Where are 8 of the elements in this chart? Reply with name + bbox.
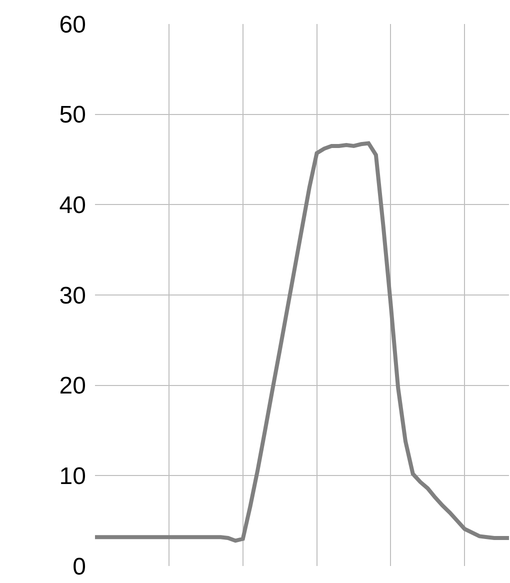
y-tick-label: 0 <box>72 553 86 580</box>
y-tick-label: 20 <box>59 372 86 400</box>
y-tick-label: 30 <box>59 282 86 310</box>
y-tick-label: 10 <box>59 463 86 490</box>
y-tick-label: 40 <box>59 192 86 220</box>
y-tick-label: 60 <box>59 11 86 38</box>
y-tick-label: 50 <box>59 102 86 129</box>
line-series <box>95 141 509 543</box>
